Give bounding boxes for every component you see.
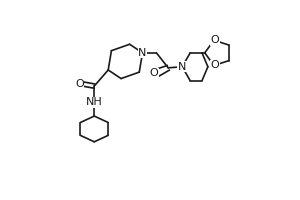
Text: N: N xyxy=(138,48,147,58)
Text: NH: NH xyxy=(86,97,103,107)
Text: O: O xyxy=(211,35,219,45)
Text: O: O xyxy=(75,79,84,89)
Text: N: N xyxy=(178,62,186,72)
Text: O: O xyxy=(149,68,158,78)
Text: O: O xyxy=(211,60,219,70)
